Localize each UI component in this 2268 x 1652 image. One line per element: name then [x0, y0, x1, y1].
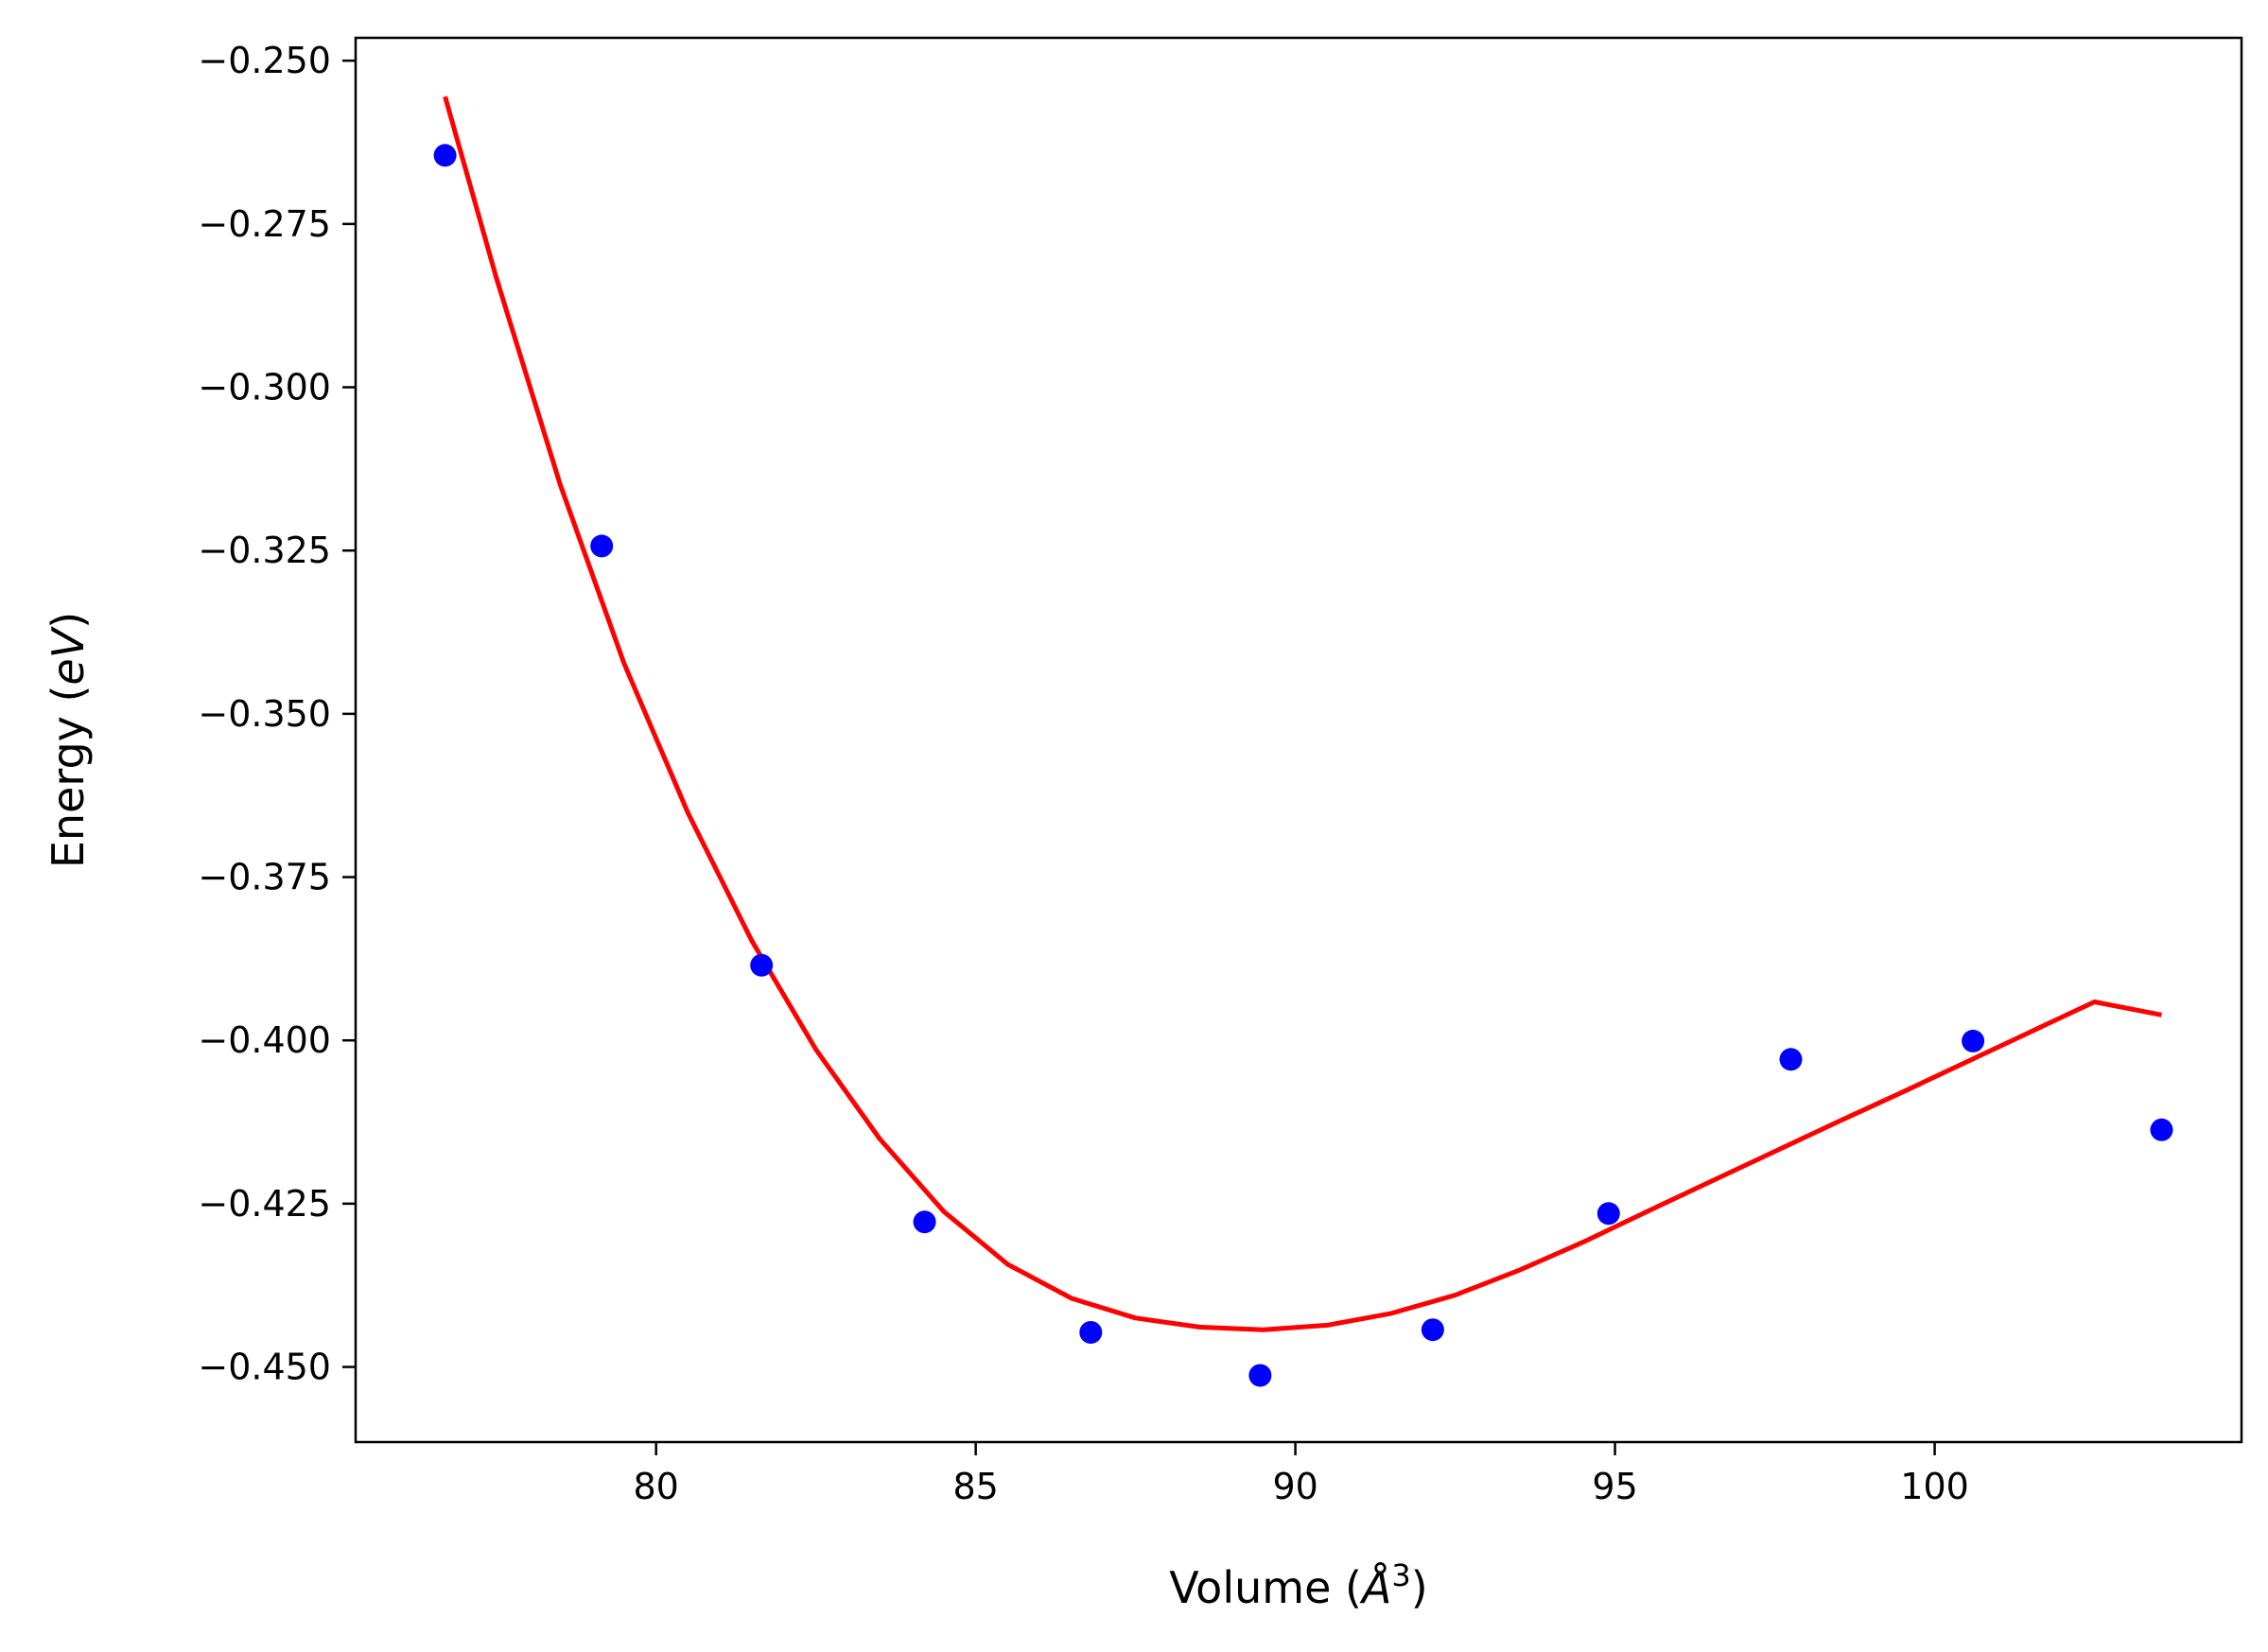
y-tick-label: −0.425: [198, 1183, 331, 1225]
y-tick-label: −0.250: [198, 40, 331, 81]
data-point: [590, 534, 614, 558]
x-tick-label: 100: [1900, 1466, 1969, 1507]
x-axis-label-exponent: 3: [1391, 1557, 1410, 1593]
data-point: [1248, 1364, 1272, 1387]
x-axis-label-text: Volume (: [1169, 1562, 1362, 1613]
x-tick-label: 85: [952, 1466, 998, 1507]
plot-frame: [354, 36, 2243, 1444]
data-point: [1779, 1048, 1803, 1071]
data-point: [913, 1210, 936, 1234]
data-point: [1962, 1029, 1985, 1052]
x-axis: 80 85 90 95 100: [634, 1442, 1969, 1507]
x-axis-label-close: ): [1411, 1562, 1428, 1613]
y-tick-label: −0.350: [198, 693, 331, 735]
y-tick-label: −0.400: [198, 1019, 331, 1061]
data-point: [1079, 1321, 1103, 1344]
x-axis-label: Volume (Å3): [1169, 1557, 1427, 1613]
y-tick-label: −0.275: [198, 203, 331, 245]
y-tick-label: −0.375: [198, 857, 331, 898]
data-point: [1596, 1202, 1620, 1226]
y-axis-label-unit: eV: [43, 625, 94, 685]
y-axis-label-close: ): [43, 612, 94, 629]
y-axis: −0.250 −0.275 −0.300 −0.325 −0.350 −0.375 −0.4…: [198, 40, 356, 1388]
x-tick-label: 80: [634, 1466, 679, 1507]
data-point: [750, 953, 774, 977]
y-tick-label: −0.300: [198, 367, 331, 409]
y-tick-label: −0.450: [198, 1347, 331, 1388]
x-tick-label: 90: [1272, 1466, 1317, 1507]
x-axis-label-unit: Å: [1359, 1562, 1391, 1613]
data-point: [1421, 1318, 1444, 1342]
y-axis-label: Energy (eV): [43, 612, 94, 868]
y-axis-label-text: Energy (: [43, 686, 94, 869]
y-tick-label: −0.325: [198, 530, 331, 571]
plot-area: [433, 96, 2173, 1387]
data-point: [433, 144, 457, 167]
x-tick-label: 95: [1592, 1466, 1637, 1507]
fit-curve-line: [443, 96, 2162, 1332]
data-point: [2150, 1118, 2173, 1141]
